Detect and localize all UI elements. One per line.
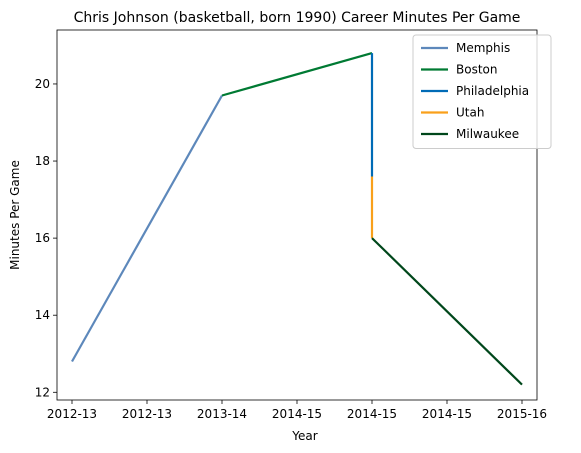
legend-label: Utah: [456, 106, 484, 120]
series-line-milwaukee: [371, 237, 523, 386]
x-axis-ticks: 2012-13 2012-13 2013-14 2014-15 2014-15 2014-…: [47, 400, 547, 421]
x-tick-label: 2012-13: [122, 407, 172, 421]
series-line-boston: [221, 52, 373, 97]
y-tick-label: 12: [35, 385, 50, 399]
legend-box: [412, 34, 552, 149]
y-axis-label: Minutes Per Game: [8, 160, 22, 270]
chart-title: Chris Johnson (basketball, born 1990) Ca…: [74, 10, 521, 26]
plot-lines: [71, 52, 523, 386]
legend-label: Boston: [456, 63, 497, 77]
x-tick-label: 2015-16: [497, 407, 547, 421]
series-line-memphis: [71, 94, 223, 363]
y-axis-ticks: 12 14 16 18 20: [35, 77, 57, 399]
x-tick-label: 2012-13: [47, 407, 97, 421]
y-tick-label: 18: [35, 154, 50, 168]
legend-label: Milwaukee: [456, 127, 519, 141]
legend-label: Memphis: [456, 41, 510, 55]
x-tick-label: 2014-15: [347, 407, 397, 421]
x-axis-label: Year: [291, 429, 317, 443]
x-tick-label: 2013-14: [197, 407, 247, 421]
x-tick-label: 2014-15: [422, 407, 472, 421]
y-tick-label: 20: [35, 77, 50, 91]
y-tick-label: 16: [35, 231, 50, 245]
x-tick-label: 2014-15: [272, 407, 322, 421]
legend-label: Philadelphia: [456, 84, 529, 98]
legend: Memphis Boston Philadelphia Utah Milwaukee: [412, 34, 552, 149]
y-tick-label: 14: [35, 308, 50, 322]
